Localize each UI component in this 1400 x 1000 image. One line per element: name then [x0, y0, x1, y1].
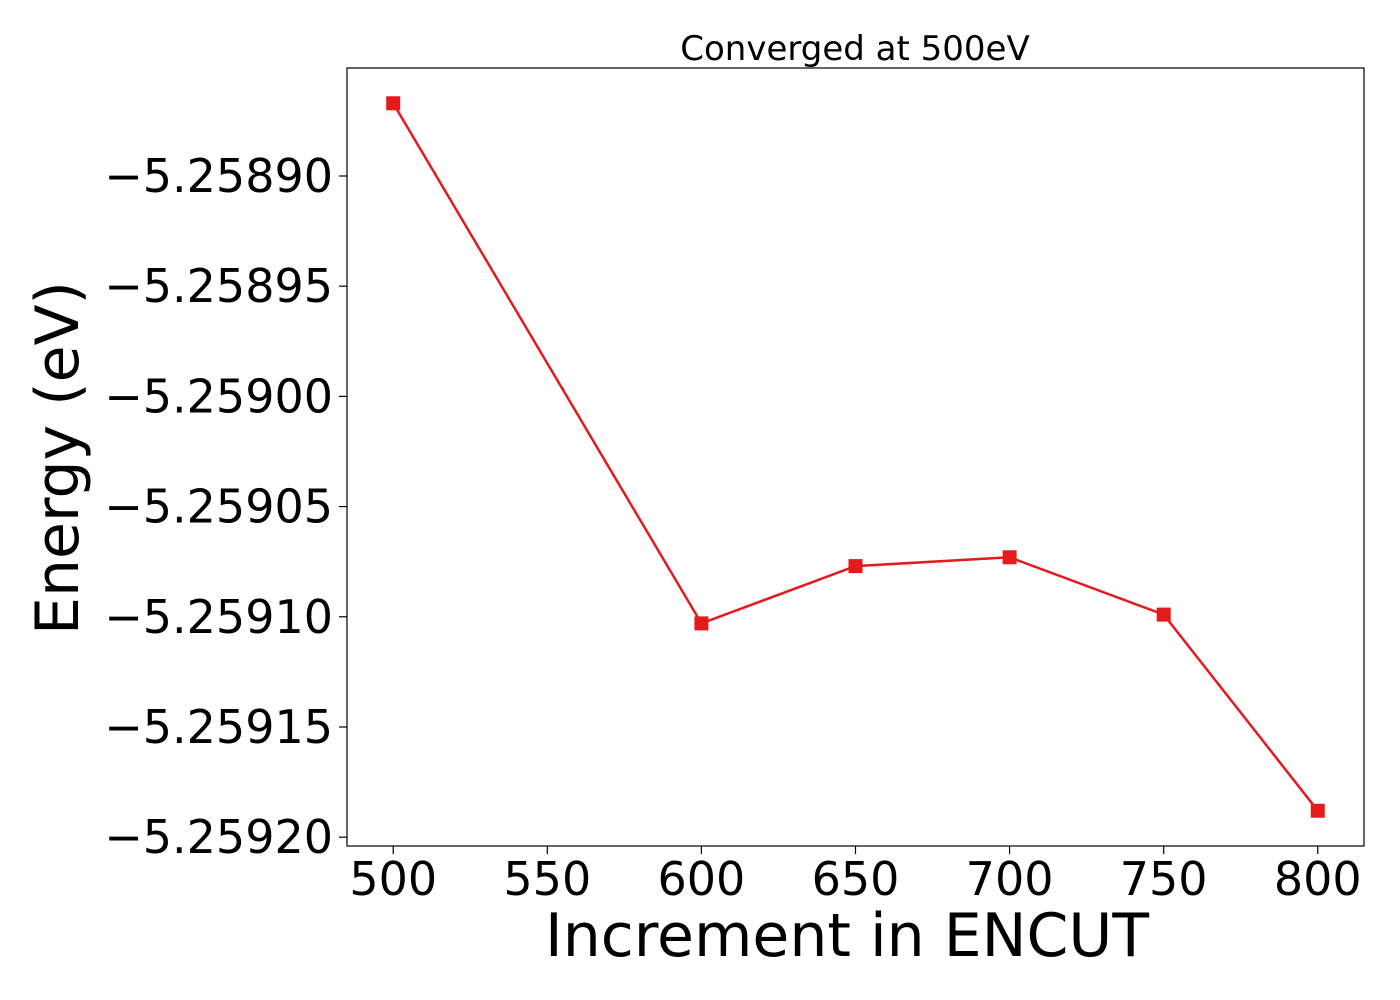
data-point — [1002, 550, 1017, 565]
y-tick-label: −5.25890 — [104, 149, 333, 203]
chart-title: Converged at 500eV — [680, 29, 1029, 69]
data-point — [1310, 803, 1325, 818]
data-point — [694, 616, 709, 631]
x-axis: 500 550 600 650 700 750 800 — [349, 846, 1362, 906]
y-tick-label: −5.25895 — [104, 259, 333, 313]
y-tick-label: −5.25910 — [104, 590, 333, 644]
x-tick-label: 650 — [812, 852, 900, 906]
y-axis-label: Energy (eV) — [23, 281, 93, 635]
y-tick-label: −5.25920 — [104, 810, 333, 864]
y-tick-label: −5.25915 — [104, 700, 333, 754]
x-tick-label: 500 — [349, 852, 437, 906]
x-tick-label: 750 — [1120, 852, 1208, 906]
x-tick-label: 600 — [658, 852, 746, 906]
x-tick-label: 700 — [966, 852, 1054, 906]
plot-area — [346, 67, 1365, 847]
data-point — [386, 96, 401, 111]
series-line — [392, 102, 1319, 812]
x-tick-label: 800 — [1274, 852, 1362, 906]
y-tick-label: −5.25905 — [104, 480, 333, 534]
series-energy — [386, 96, 1325, 818]
data-point — [848, 559, 863, 574]
x-axis-label: Increment in ENCUT — [545, 901, 1149, 971]
y-axis: −5.25890 −5.25895 −5.25900 −5.25905 −5.25910… — [104, 149, 347, 864]
x-tick-label: 550 — [503, 852, 591, 906]
y-tick-label: −5.25900 — [104, 369, 333, 423]
data-point — [1156, 607, 1171, 622]
